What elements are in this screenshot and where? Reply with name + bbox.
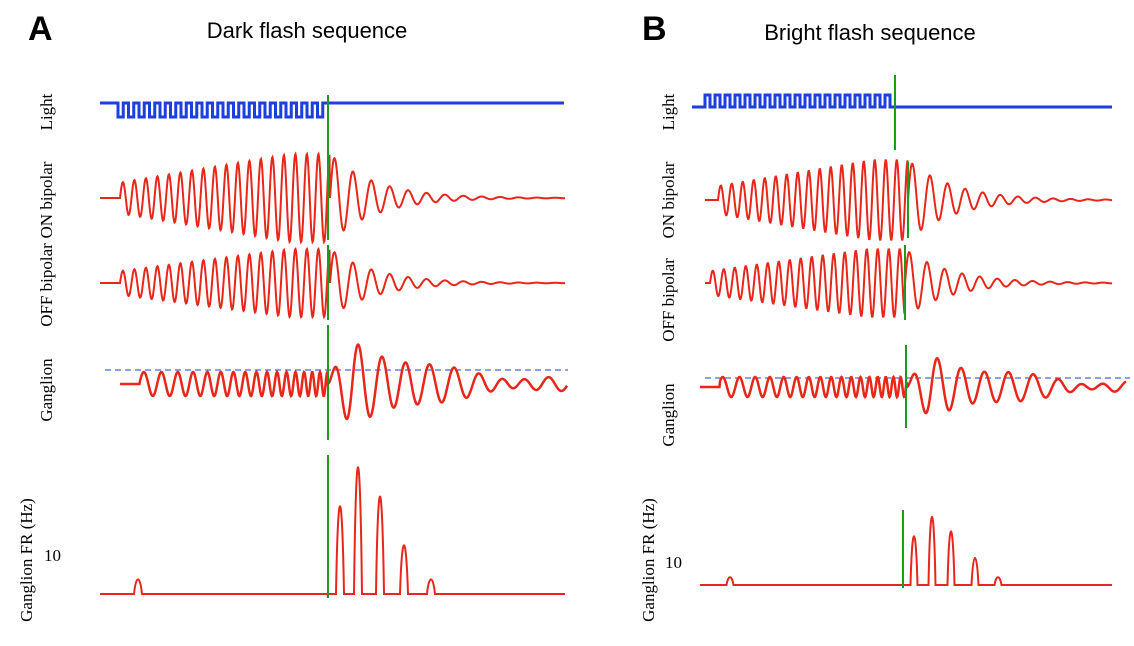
row-label: Light — [37, 93, 56, 130]
bipolar-trace — [705, 248, 1112, 318]
panel-title: Bright flash sequence — [764, 20, 976, 45]
firing-rate-trace — [100, 466, 565, 595]
bipolar-trace — [100, 151, 565, 245]
ganglion-trace — [700, 357, 1127, 415]
row-label: Ganglion FR (Hz) — [639, 498, 658, 622]
row-label: OFF bipolar — [659, 258, 678, 342]
firing-rate-trace — [700, 515, 1112, 586]
tick-label: 10 — [44, 546, 61, 565]
panel-title: Dark flash sequence — [207, 18, 408, 43]
ganglion-trace — [120, 343, 569, 421]
panel-letter: B — [642, 10, 667, 48]
tick-label: 10 — [665, 553, 682, 572]
light-trace — [692, 93, 1112, 109]
light-trace — [100, 101, 564, 119]
row-label: ON bipolar — [659, 161, 678, 238]
row-label: Light — [659, 93, 678, 130]
row-label: Ganglion FR (Hz) — [17, 498, 36, 622]
row-label: ON bipolar — [37, 161, 56, 238]
panel-letter: A — [28, 10, 53, 48]
row-label: OFF bipolar — [37, 243, 56, 327]
row-label: Ganglion — [659, 383, 678, 447]
row-label: Ganglion — [37, 358, 56, 422]
bipolar-trace — [100, 246, 566, 320]
